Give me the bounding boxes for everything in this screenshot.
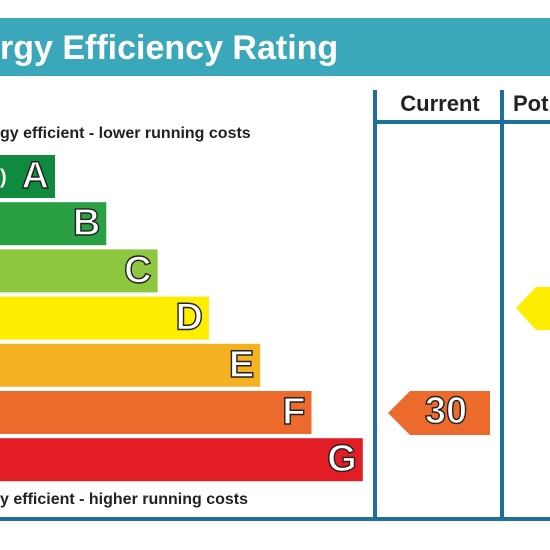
table-lines [0, 90, 550, 521]
band-range: ) [0, 166, 7, 188]
bottom-note: y efficient - higher running costs [0, 491, 248, 508]
band-bar [0, 202, 107, 246]
title: rgy Efficiency Rating [0, 29, 338, 67]
band-letter: G [327, 438, 357, 480]
band-bar [0, 155, 55, 198]
band-letter: B [73, 202, 100, 244]
band-bar [0, 296, 209, 340]
band-letter: A [22, 155, 49, 197]
title-bar [0, 18, 550, 76]
band-letter: C [124, 249, 151, 291]
band-letter: E [229, 344, 254, 386]
current-arrow [388, 391, 490, 435]
band-letter: D [175, 297, 202, 339]
band-letter: F [282, 391, 305, 433]
potential-arrow [516, 287, 550, 330]
band-bar [0, 249, 158, 293]
band-bar [0, 438, 363, 482]
band-bar [0, 391, 312, 434]
column-header: Pot [513, 91, 549, 116]
top-note: gy efficient - lower running costs [0, 125, 251, 142]
band-bar [0, 343, 261, 387]
current-value: 30 [425, 390, 467, 432]
column-header: Current [400, 91, 480, 116]
